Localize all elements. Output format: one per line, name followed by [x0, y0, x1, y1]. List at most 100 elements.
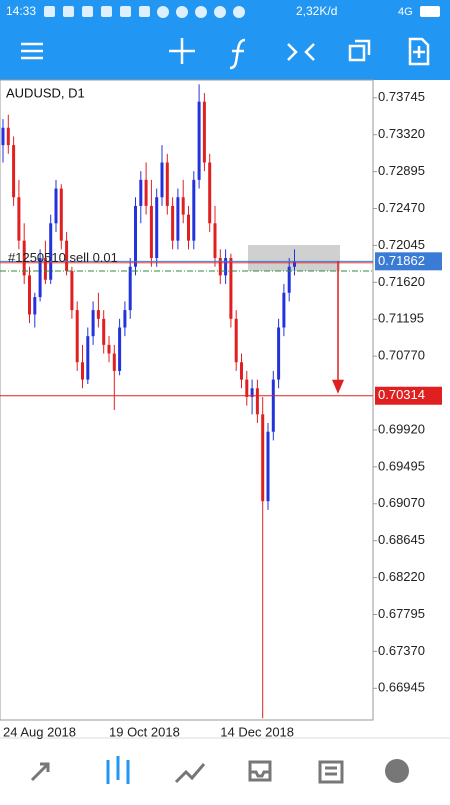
- trade-button[interactable]: [287, 43, 315, 61]
- y-tick-label: 0.72045: [378, 237, 425, 252]
- quotes-tab[interactable]: [30, 762, 50, 782]
- candle-body: [171, 205, 175, 241]
- candle-body: [155, 197, 159, 259]
- candle-body: [271, 379, 275, 432]
- y-tick-label: 0.66945: [378, 680, 425, 695]
- candle-body: [12, 145, 16, 198]
- candle-body: [70, 271, 74, 311]
- candle-body: [165, 162, 169, 206]
- candle-body: [65, 240, 69, 272]
- candle-body: [1, 127, 5, 146]
- x-tick-label: 19 Oct 2018: [109, 724, 180, 739]
- y-tick-label: 0.67370: [378, 643, 425, 658]
- battery: [420, 6, 440, 17]
- y-tick-label: 0.72895: [378, 163, 425, 178]
- y-tick-label: 0.71620: [378, 274, 425, 289]
- candle-body: [59, 188, 63, 241]
- candle-body: [134, 205, 137, 267]
- target-price: 0.70314: [378, 387, 425, 402]
- candle-body: [123, 310, 127, 328]
- candle-body: [250, 388, 254, 397]
- y-tick-label: 0.69495: [378, 458, 425, 473]
- candle-body: [245, 379, 249, 397]
- candle-body: [192, 179, 196, 241]
- arrow-head: [332, 379, 344, 394]
- x-tick-label: 14 Dec 2018: [220, 724, 294, 739]
- order-price-box: [375, 252, 442, 271]
- y-tick-label: 0.68220: [378, 569, 425, 584]
- y-tick-label: 0.70770: [378, 348, 425, 363]
- candle-body: [49, 223, 53, 280]
- candle-body: [149, 205, 153, 259]
- chart-tab[interactable]: [106, 756, 130, 784]
- status-network: 4G: [398, 6, 413, 18]
- y-tick-label: 0.68645: [378, 532, 425, 547]
- candle-body: [144, 179, 148, 206]
- candle-body: [6, 127, 10, 146]
- y-tick-label: 0.72470: [378, 200, 425, 215]
- candle-body: [213, 223, 217, 259]
- y-tick-label: 0.71195: [378, 311, 424, 326]
- new-order-button[interactable]: [408, 37, 430, 66]
- y-tick-label: 0.69070: [378, 495, 425, 510]
- candle-body: [43, 258, 47, 280]
- x-tick-label: 24 Aug 2018: [3, 724, 76, 739]
- y-tick-label: 0.69920: [378, 421, 425, 436]
- indicators-button[interactable]: [229, 38, 246, 70]
- menu-button[interactable]: [21, 42, 43, 60]
- status-time: 14:33: [6, 4, 36, 18]
- candle-body: [128, 266, 132, 311]
- candle-body: [91, 310, 95, 337]
- candle-body: [261, 414, 265, 502]
- candle-body: [22, 240, 26, 276]
- candle-body: [202, 101, 206, 163]
- candle-body: [287, 266, 291, 293]
- candle-body: [81, 362, 84, 380]
- trade-tab[interactable]: [174, 763, 206, 784]
- candle-body: [197, 101, 201, 180]
- candle-body: [218, 258, 222, 276]
- candle-body: [229, 258, 233, 319]
- candle-body: [208, 162, 212, 224]
- candle-body: [139, 179, 143, 206]
- candle-body: [118, 327, 122, 371]
- windows-button[interactable]: [348, 39, 371, 62]
- candle-body: [102, 318, 106, 345]
- chart-title: AUDUSD, D1: [6, 85, 85, 100]
- candle-body: [160, 162, 164, 198]
- y-tick-label: 0.67795: [378, 606, 425, 621]
- candle-body: [107, 344, 111, 354]
- candle-body: [255, 388, 259, 415]
- candle-body: [234, 318, 238, 363]
- candle-body: [38, 258, 42, 298]
- crosshair-button[interactable]: [169, 38, 195, 64]
- candle-body: [86, 336, 90, 380]
- candle-body: [112, 353, 116, 371]
- candle-body: [17, 197, 21, 241]
- candle-body: [224, 258, 228, 276]
- candle-body: [277, 327, 281, 380]
- order-price: 0.71862: [378, 253, 425, 268]
- candle-body: [96, 310, 100, 319]
- target-price-box: [375, 386, 442, 405]
- order-label: #1250510 sell 0.01: [8, 250, 118, 265]
- candle-body: [181, 197, 185, 215]
- chart: AUDUSD, D1 0.73745 0.73320 0.72895 0.72470 0…: [0, 79, 442, 721]
- notification-icons: [44, 6, 245, 18]
- y-tick-label: 0.73745: [378, 89, 425, 104]
- candle-body: [33, 297, 37, 315]
- news-tab[interactable]: [318, 760, 344, 784]
- candle-body: [266, 431, 270, 502]
- candle-body: [28, 275, 31, 315]
- chat-tab[interactable]: [385, 759, 409, 783]
- candle-body: [187, 214, 190, 241]
- status-speed: 2,32K/d: [296, 4, 337, 18]
- candle-body: [176, 197, 180, 241]
- candle-body: [282, 292, 286, 328]
- y-tick-label: 0.73320: [378, 126, 425, 141]
- plot-area: [0, 79, 374, 721]
- history-tab[interactable]: [248, 760, 272, 782]
- candle-body: [75, 310, 79, 363]
- candle-body: [293, 261, 296, 267]
